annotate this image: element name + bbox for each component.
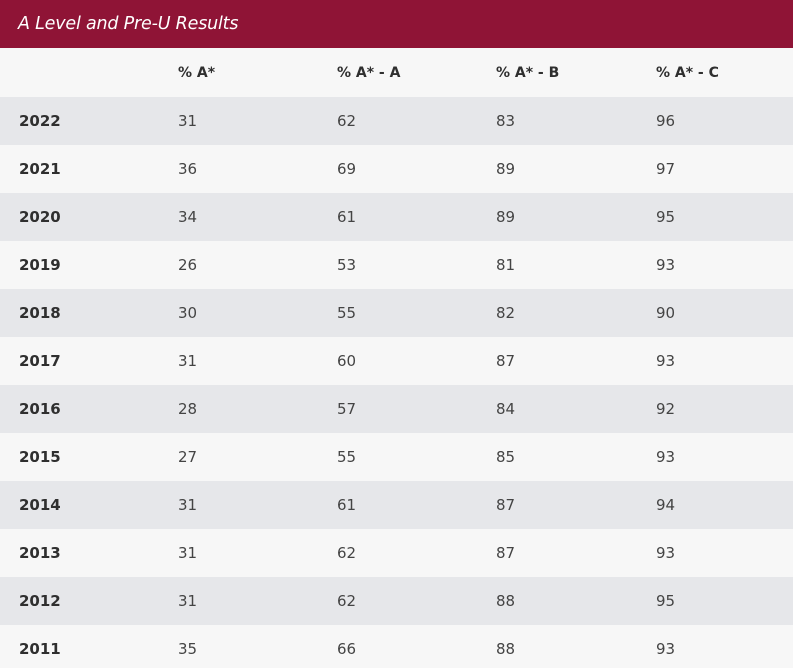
cell-a-star-to-c: 93	[656, 640, 676, 658]
cell-a-star-to-b: 81	[496, 256, 516, 274]
cell-a-star-to-a: 60	[337, 352, 357, 370]
cell-a-star-to-c: 94	[656, 496, 676, 514]
year-cell: 2014	[19, 496, 61, 514]
year-cell: 2019	[19, 256, 61, 274]
table-row: 2022 31 62 83 96	[0, 97, 793, 145]
table-row: 2020 34 61 89 95	[0, 193, 793, 241]
cell-a-star-to-a: 61	[337, 496, 357, 514]
cell-a-star-to-c: 90	[656, 304, 676, 322]
cell-a-star: 27	[178, 448, 198, 466]
table-row: 2011 35 66 88 93	[0, 625, 793, 668]
table-row: 2017 31 60 87 93	[0, 337, 793, 385]
year-cell: 2018	[19, 304, 61, 322]
table-row: 2014 31 61 87 94	[0, 481, 793, 529]
cell-a-star-to-a: 55	[337, 448, 357, 466]
cell-a-star-to-b: 87	[496, 496, 516, 514]
cell-a-star-to-c: 93	[656, 448, 676, 466]
cell-a-star: 34	[178, 208, 198, 226]
column-header-a-star: % A*	[178, 64, 216, 81]
table-row: 2019 26 53 81 93	[0, 241, 793, 289]
cell-a-star: 31	[178, 496, 198, 514]
column-header-a-star-to-c: % A* - C	[656, 64, 719, 81]
cell-a-star-to-b: 89	[496, 208, 516, 226]
cell-a-star-to-a: 66	[337, 640, 357, 658]
cell-a-star-to-b: 84	[496, 400, 516, 418]
cell-a-star-to-c: 95	[656, 208, 676, 226]
cell-a-star-to-c: 93	[656, 544, 676, 562]
cell-a-star-to-c: 92	[656, 400, 676, 418]
cell-a-star-to-a: 62	[337, 592, 357, 610]
cell-a-star-to-b: 82	[496, 304, 516, 322]
year-cell: 2017	[19, 352, 61, 370]
table-body: 2022 31 62 83 96 2021 36 69 89 97 2020 34 61 89 95 2019…	[0, 97, 793, 668]
page-title: A Level and Pre-U Results	[18, 14, 239, 34]
cell-a-star-to-a: 61	[337, 208, 357, 226]
cell-a-star-to-b: 88	[496, 640, 516, 658]
year-cell: 2016	[19, 400, 61, 418]
year-cell: 2012	[19, 592, 61, 610]
cell-a-star-to-a: 62	[337, 544, 357, 562]
cell-a-star-to-b: 85	[496, 448, 516, 466]
cell-a-star: 31	[178, 352, 198, 370]
cell-a-star: 30	[178, 304, 198, 322]
cell-a-star-to-c: 97	[656, 160, 676, 178]
cell-a-star: 31	[178, 592, 198, 610]
year-cell: 2015	[19, 448, 61, 466]
cell-a-star-to-a: 62	[337, 112, 357, 130]
cell-a-star-to-c: 93	[656, 352, 676, 370]
table-row: 2012 31 62 88 95	[0, 577, 793, 625]
cell-a-star-to-c: 93	[656, 256, 676, 274]
year-cell: 2011	[19, 640, 61, 658]
table-row: 2021 36 69 89 97	[0, 145, 793, 193]
cell-a-star: 26	[178, 256, 198, 274]
cell-a-star-to-b: 89	[496, 160, 516, 178]
cell-a-star: 35	[178, 640, 198, 658]
cell-a-star: 36	[178, 160, 198, 178]
cell-a-star-to-a: 69	[337, 160, 357, 178]
column-header-a-star-to-b: % A* - B	[496, 64, 560, 81]
cell-a-star-to-b: 88	[496, 592, 516, 610]
header-row: % A* % A* - A % A* - B % A* - C	[0, 48, 793, 97]
year-cell: 2013	[19, 544, 61, 562]
cell-a-star-to-c: 95	[656, 592, 676, 610]
year-cell: 2021	[19, 160, 61, 178]
cell-a-star-to-a: 57	[337, 400, 357, 418]
column-header-a-star-to-a: % A* - A	[337, 64, 401, 81]
cell-a-star-to-c: 96	[656, 112, 676, 130]
column-header-year	[0, 48, 159, 97]
table-row: 2015 27 55 85 93	[0, 433, 793, 481]
cell-a-star-to-a: 55	[337, 304, 357, 322]
results-table: % A* % A* - A % A* - B % A* - C 2022 31 62…	[0, 48, 793, 668]
cell-a-star-to-b: 87	[496, 352, 516, 370]
table-header: % A* % A* - A % A* - B % A* - C	[0, 48, 793, 97]
table-row: 2018 30 55 82 90	[0, 289, 793, 337]
cell-a-star-to-a: 53	[337, 256, 357, 274]
table-row: 2013 31 62 87 93	[0, 529, 793, 577]
cell-a-star-to-b: 87	[496, 544, 516, 562]
year-cell: 2020	[19, 208, 61, 226]
cell-a-star: 28	[178, 400, 198, 418]
cell-a-star: 31	[178, 112, 198, 130]
cell-a-star-to-b: 83	[496, 112, 516, 130]
table-row: 2016 28 57 84 92	[0, 385, 793, 433]
year-cell: 2022	[19, 112, 61, 130]
title-bar: A Level and Pre-U Results	[0, 0, 793, 48]
cell-a-star: 31	[178, 544, 198, 562]
